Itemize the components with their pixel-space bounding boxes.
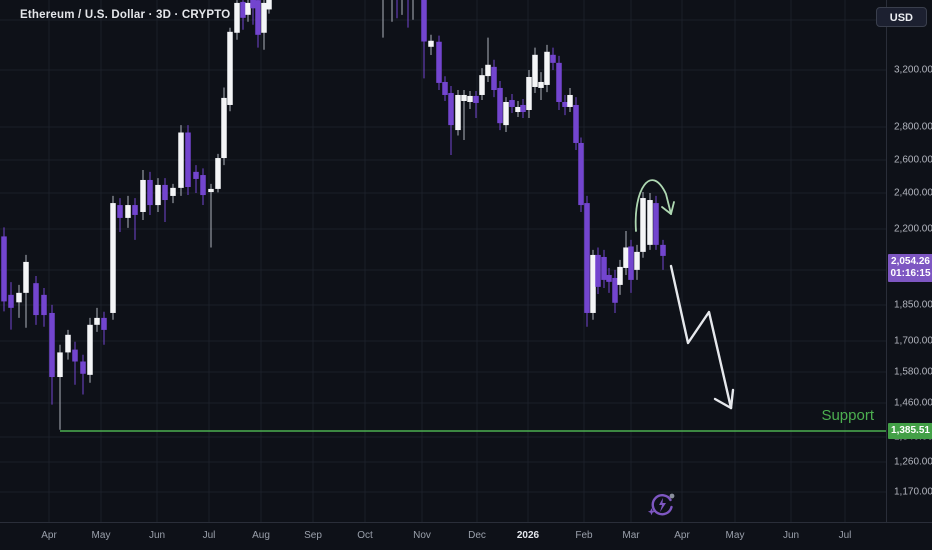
last-price: 2,054.26 — [891, 256, 930, 267]
support-price-tag: 1,385.51 — [888, 423, 932, 439]
candlestick-chart — [0, 0, 886, 522]
time-tick: Dec — [468, 530, 486, 541]
time-tick: Jun — [148, 530, 166, 541]
time-tick: Nov — [413, 530, 431, 541]
price-tick: 3,200.00 — [894, 64, 932, 76]
last-price-tag: 2,054.26 01:16:15 — [888, 254, 932, 282]
price-axis[interactable]: 3,200.00 2,800.00 2,600.00 2,400.00 2,200.00… — [886, 0, 932, 522]
price-tick: 1,460.00 — [894, 397, 932, 409]
time-tick: Oct — [357, 530, 373, 541]
currency-unit-button[interactable]: USD — [875, 7, 927, 27]
price-tick: 1,170.00 — [894, 486, 932, 498]
time-tick: Apr — [41, 530, 57, 541]
time-tick: May — [91, 530, 111, 541]
price-tick: 1,700.00 — [894, 335, 932, 347]
trend-arrow — [669, 264, 733, 410]
time-tick: Mar — [622, 530, 640, 541]
time-tick: May — [725, 530, 745, 541]
time-tick: Feb — [575, 530, 593, 541]
time-tick: Jul — [838, 530, 852, 541]
price-tick: 1,850.00 — [894, 299, 932, 311]
bar-countdown: 01:16:15 — [890, 268, 931, 279]
time-tick: Jun — [782, 530, 800, 541]
time-tick: Apr — [674, 530, 690, 541]
time-axis[interactable]: Apr May Jun Jul Aug Sep Oct Nov Dec 2026 Feb Mar Apr… — [0, 522, 932, 550]
price-tick: 2,200.00 — [894, 223, 932, 235]
time-tick: Jul — [202, 530, 216, 541]
price-tick: 2,800.00 — [894, 121, 932, 133]
candles — [1, 0, 666, 430]
price-tick: 1,260.00 — [894, 456, 932, 468]
time-tick: Sep — [304, 530, 322, 541]
price-tick: 1,580.00 — [894, 366, 932, 378]
curved-arrow — [634, 179, 672, 232]
symbol-title: Ethereum / U.S. Dollar · 3D · CRYPTO — [20, 9, 231, 21]
time-tick: Aug — [252, 530, 270, 541]
time-tick: 2026 — [516, 530, 540, 541]
price-tick: 2,600.00 — [894, 154, 932, 166]
price-tick: 2,400.00 — [894, 187, 932, 199]
support-line-label: Support — [821, 407, 874, 424]
market-status-icon[interactable] — [647, 491, 677, 519]
chart-pane[interactable] — [0, 0, 886, 522]
